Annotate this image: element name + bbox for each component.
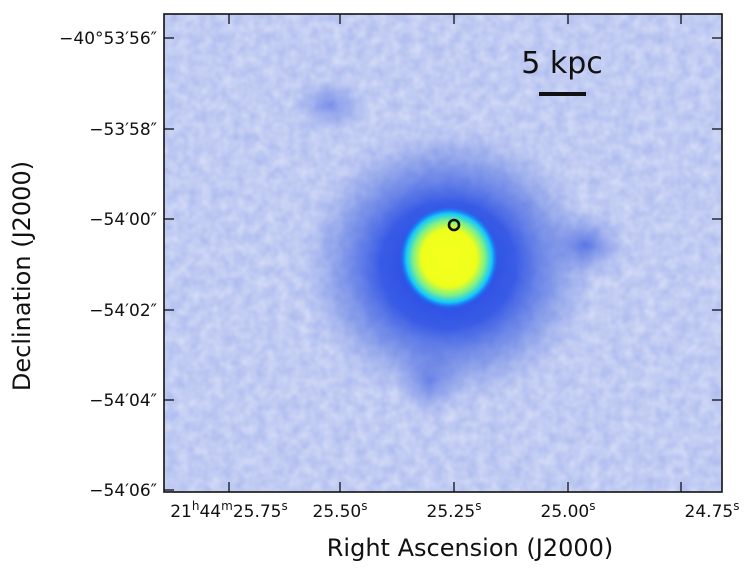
y-tick-labels: −40°53′56″ −53′58″ −54′00″ −54′02″ −54′0… bbox=[59, 29, 157, 501]
x-tick-label: 25.25s bbox=[427, 499, 482, 522]
image-panel bbox=[164, 14, 722, 492]
y-tick-label: −54′04″ bbox=[89, 391, 157, 411]
scale-bar: 5 kpc bbox=[521, 46, 603, 96]
y-tick-label: −54′00″ bbox=[89, 210, 157, 230]
plot-frame bbox=[163, 13, 723, 493]
y-tick-label: −40°53′56″ bbox=[59, 29, 157, 49]
x-tick-label: 21h44m25.75s bbox=[170, 499, 288, 522]
watermark: 头条 @天文在线 bbox=[621, 539, 738, 558]
y-axis-title: Declination (J2000) bbox=[8, 161, 36, 391]
x-ticks bbox=[228, 14, 682, 492]
x-tick-label: 25.00s bbox=[541, 499, 596, 522]
x-axis-title: Right Ascension (J2000) bbox=[327, 534, 614, 562]
y-tick-label: −54′02″ bbox=[89, 301, 157, 321]
x-tick-label: 25.50s bbox=[313, 499, 368, 522]
faint-structure bbox=[290, 75, 370, 135]
y-tick-label: −53′58″ bbox=[89, 120, 157, 140]
source-circle-marker bbox=[447, 218, 461, 232]
x-tick-labels: 21h44m25.75s 25.50s 25.25s 25.00s 24.75s bbox=[170, 499, 739, 522]
x-tick-label: 24.75s bbox=[685, 499, 740, 522]
y-tick-label: −54′06″ bbox=[89, 481, 157, 501]
galaxy-core bbox=[399, 206, 499, 310]
scale-bar-label: 5 kpc bbox=[521, 46, 603, 81]
y-ticks bbox=[164, 37, 722, 491]
